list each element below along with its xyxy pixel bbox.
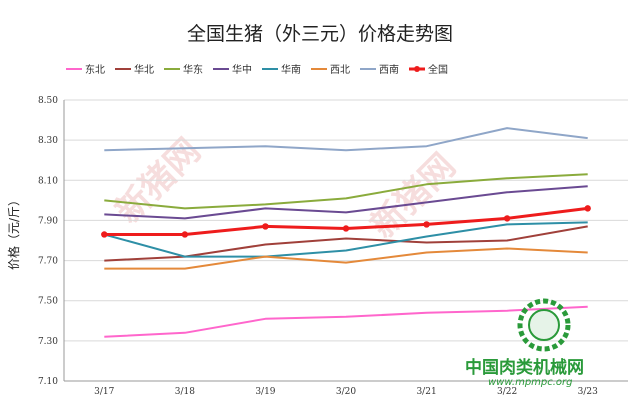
y-axis: 8.50 8.30 8.10 7.90 7.70 7.50 7.30 7.10	[38, 96, 58, 387]
y-tick-label: 7.10	[38, 377, 58, 387]
data-point	[584, 205, 591, 212]
y-tick-label: 7.30	[38, 337, 58, 347]
legend-label: 华中	[232, 63, 252, 76]
x-tick-label: 3/18	[175, 387, 195, 397]
x-tick-label: 3/17	[94, 387, 114, 397]
data-point	[262, 223, 269, 230]
series-line	[104, 305, 588, 338]
series-西北	[104, 247, 588, 270]
y-tick-label: 8.50	[38, 96, 58, 106]
y-tick-label: 7.90	[38, 216, 58, 226]
brand-logo: 中国肉类机械网 www.mpmpc.org	[465, 298, 584, 388]
legend-label: 东北	[85, 63, 105, 76]
data-point	[101, 231, 108, 238]
legend: 东北 华北 华东 华中 华南 西北 西南 全国	[66, 63, 448, 76]
gear-icon-inner	[528, 309, 560, 341]
series-全国	[101, 205, 591, 238]
data-point	[423, 221, 430, 228]
legend-item: 西北	[311, 64, 350, 76]
chart-title: 全国生猪（外三元）价格走势图	[187, 23, 453, 45]
x-axis: 3/17 3/18 3/19 3/20 3/21 3/22 3/23	[94, 387, 598, 397]
legend-item: 华东	[164, 63, 203, 76]
series-华南	[104, 221, 588, 258]
series-东北	[104, 305, 588, 338]
legend-label: 华北	[134, 63, 154, 76]
legend-label: 华南	[281, 63, 301, 76]
x-tick-label: 3/22	[497, 387, 517, 397]
series-西南	[104, 127, 588, 152]
legend-item: 华中	[213, 63, 252, 76]
series-华东	[104, 173, 588, 210]
legend-item: 华北	[115, 63, 154, 76]
legend-item: 全国	[409, 63, 448, 76]
legend-item: 西南	[360, 63, 399, 76]
series-line	[104, 221, 588, 258]
legend-label: 西北	[330, 64, 350, 76]
legend-label: 全国	[428, 63, 448, 76]
grid	[63, 99, 628, 382]
series-华中	[104, 185, 588, 220]
series-line	[104, 185, 588, 220]
y-tick-label: 8.30	[38, 136, 58, 146]
brand-name: 中国肉类机械网	[465, 357, 584, 378]
data-point	[342, 225, 350, 232]
legend-label: 西南	[379, 63, 399, 76]
x-tick-label: 3/20	[336, 387, 356, 397]
y-tick-label: 7.70	[38, 257, 58, 267]
series-group	[101, 127, 591, 338]
series-line	[104, 127, 588, 152]
series-line	[104, 173, 588, 210]
y-tick-label: 7.50	[38, 297, 58, 307]
legend-item: 华南	[262, 63, 301, 76]
x-tick-label: 3/21	[416, 387, 436, 397]
x-tick-label: 3/23	[578, 387, 598, 397]
data-point	[503, 215, 511, 222]
watermark-text: 新猪网	[363, 146, 463, 246]
legend-item: 东北	[66, 63, 105, 76]
legend-marker	[414, 66, 420, 72]
x-tick-label: 3/19	[255, 387, 275, 397]
data-point	[181, 231, 189, 238]
brand-url: www.mpmpc.org	[488, 377, 573, 388]
series-line	[104, 247, 588, 270]
legend-label: 华东	[183, 63, 203, 76]
y-tick-label: 8.10	[38, 176, 58, 186]
y-axis-label: 价格（元/斤）	[6, 194, 21, 270]
gear-icon	[517, 298, 571, 352]
